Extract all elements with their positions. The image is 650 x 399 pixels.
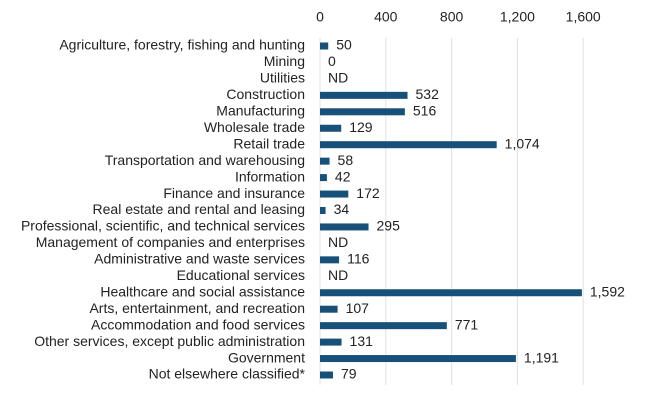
bar [320, 371, 333, 379]
bar [320, 223, 369, 231]
value-label: 172 [356, 185, 380, 201]
category-label: Healthcare and social assistance [100, 283, 305, 299]
value-label: 107 [346, 300, 370, 316]
category-label: Educational services [177, 267, 305, 283]
value-label: 771 [455, 316, 479, 332]
category-label: Transportation and warehousing [105, 152, 305, 168]
category-label: Manufacturing [216, 103, 305, 119]
category-label: Mining [264, 53, 305, 69]
x-tick-label: 0 [316, 9, 324, 25]
x-tick-label: 400 [374, 9, 398, 25]
value-label: ND [328, 267, 348, 283]
category-label: Accommodation and food services [91, 316, 305, 332]
bar [320, 124, 342, 132]
bar [320, 338, 342, 346]
value-label: 131 [350, 333, 374, 349]
bar [320, 207, 326, 214]
value-label: 42 [335, 168, 351, 184]
category-label: Real estate and rental and leasing [93, 201, 305, 217]
value-label: 34 [334, 201, 350, 217]
value-label: 295 [377, 218, 401, 234]
value-label: 79 [341, 366, 357, 382]
category-label: Retail trade [233, 135, 305, 151]
value-label: 0 [328, 53, 336, 69]
category-label: Information [235, 168, 305, 184]
value-label: 532 [416, 86, 440, 102]
x-tick-label: 1,600 [566, 9, 601, 25]
category-label: Administrative and waste services [94, 251, 305, 267]
bar [320, 42, 329, 50]
category-label: Arts, entertainment, and recreation [89, 300, 305, 316]
category-label: Professional, scientific, and technical … [21, 218, 305, 234]
category-label: Utilities [260, 70, 305, 86]
category-label: Wholesale trade [204, 119, 305, 135]
value-label: 129 [349, 119, 373, 135]
value-label: ND [328, 70, 348, 86]
category-label: Government [228, 349, 305, 365]
bar [320, 108, 405, 116]
category-label: Not elsewhere classified* [149, 366, 306, 382]
category-label: Finance and insurance [163, 185, 305, 201]
category-label: Management of companies and enterprises [36, 234, 305, 250]
bar [320, 141, 497, 149]
value-label: 516 [413, 103, 437, 119]
bar [320, 157, 330, 165]
category-label: Other services, except public administra… [34, 333, 305, 349]
bar [320, 305, 338, 313]
bar [320, 174, 327, 182]
bar [320, 256, 340, 264]
x-tick-label: 800 [440, 9, 464, 25]
bar [320, 190, 349, 198]
bar [320, 91, 408, 99]
value-label: 116 [347, 251, 370, 267]
bar [320, 289, 582, 297]
value-label: 1,074 [505, 135, 540, 151]
value-label: ND [328, 234, 348, 250]
x-tick-label: 1,200 [500, 9, 535, 25]
bar [320, 322, 447, 330]
category-label: Agriculture, forestry, fishing and hunti… [59, 37, 305, 53]
value-label: 58 [338, 152, 354, 168]
value-label: 1,592 [590, 283, 625, 299]
category-label: Construction [226, 86, 305, 102]
value-label: 50 [336, 37, 352, 53]
bar [320, 355, 516, 363]
value-label: 1,191 [524, 349, 559, 365]
